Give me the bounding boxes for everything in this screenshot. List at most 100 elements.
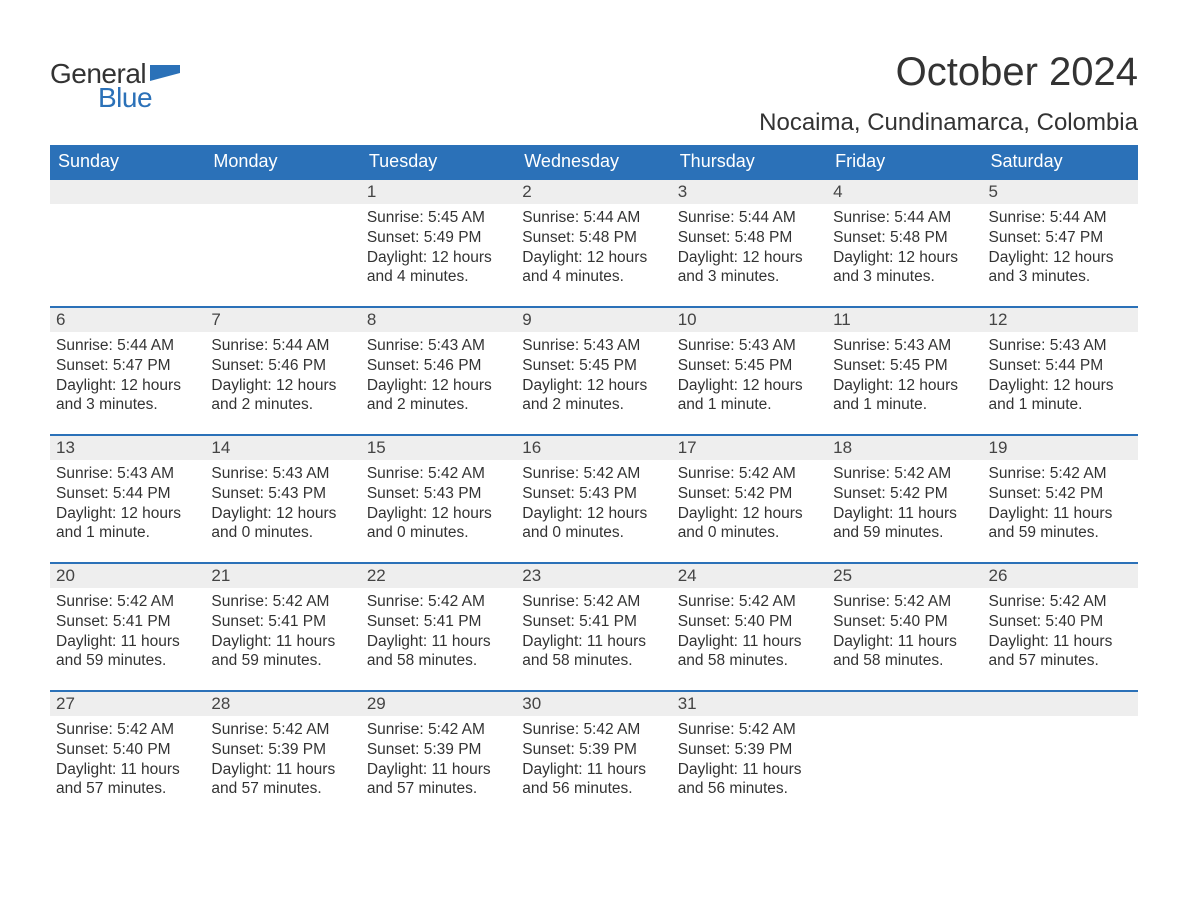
calendar-row: 13Sunrise: 5:43 AMSunset: 5:44 PMDayligh…	[50, 434, 1138, 562]
day-details: Sunrise: 5:44 AMSunset: 5:48 PMDaylight:…	[672, 204, 827, 293]
daylight: Daylight: 11 hours and 57 minutes.	[989, 632, 1132, 672]
calendar-table: SundayMondayTuesdayWednesdayThursdayFrid…	[50, 145, 1138, 818]
sunrise: Sunrise: 5:42 AM	[56, 720, 199, 740]
sunset-value: 5:48 PM	[579, 229, 637, 246]
daylight: Daylight: 11 hours and 57 minutes.	[56, 760, 199, 800]
calendar-row: 27Sunrise: 5:42 AMSunset: 5:40 PMDayligh…	[50, 690, 1138, 818]
day-number: 16	[516, 434, 671, 460]
sunset: Sunset: 5:47 PM	[989, 228, 1132, 248]
calendar-cell: 23Sunrise: 5:42 AMSunset: 5:41 PMDayligh…	[516, 562, 671, 690]
day-details: Sunrise: 5:42 AMSunset: 5:43 PMDaylight:…	[516, 460, 671, 549]
daylight: Daylight: 11 hours and 56 minutes.	[678, 760, 821, 800]
daylight: Daylight: 11 hours and 57 minutes.	[211, 760, 354, 800]
sunset-value: 5:48 PM	[735, 229, 793, 246]
sunset-value: 5:41 PM	[113, 613, 171, 630]
sunrise-label: Sunrise:	[367, 593, 428, 610]
sunset-value: 5:48 PM	[890, 229, 948, 246]
calendar-row: 6Sunrise: 5:44 AMSunset: 5:47 PMDaylight…	[50, 306, 1138, 434]
sunrise-label: Sunrise:	[678, 465, 739, 482]
sunrise-label: Sunrise:	[522, 593, 583, 610]
sunrise: Sunrise: 5:42 AM	[833, 464, 976, 484]
sunrise: Sunrise: 5:43 AM	[989, 336, 1132, 356]
sunset-label: Sunset:	[833, 613, 890, 630]
daylight-label: Daylight:	[56, 505, 121, 522]
sunrise-label: Sunrise:	[367, 337, 428, 354]
sunset-value: 5:47 PM	[113, 357, 171, 374]
daylight-label: Daylight:	[367, 249, 432, 266]
sunrise-value: 5:42 AM	[273, 593, 330, 610]
daylight-label: Daylight:	[678, 249, 743, 266]
sunset-value: 5:41 PM	[268, 613, 326, 630]
sunset: Sunset: 5:41 PM	[367, 612, 510, 632]
sunset-value: 5:40 PM	[113, 741, 171, 758]
sunrise: Sunrise: 5:42 AM	[56, 592, 199, 612]
daylight: Daylight: 12 hours and 2 minutes.	[367, 376, 510, 416]
sunset-value: 5:46 PM	[268, 357, 326, 374]
sunrise-label: Sunrise:	[522, 721, 583, 738]
logo-text-blue: Blue	[98, 82, 152, 114]
sunrise-label: Sunrise:	[211, 337, 272, 354]
sunrise-label: Sunrise:	[989, 337, 1050, 354]
sunset: Sunset: 5:42 PM	[989, 484, 1132, 504]
sunset-value: 5:49 PM	[424, 229, 482, 246]
sunrise-value: 5:42 AM	[894, 593, 951, 610]
sunrise-label: Sunrise:	[678, 209, 739, 226]
daylight: Daylight: 12 hours and 1 minute.	[678, 376, 821, 416]
daylight-label: Daylight:	[833, 249, 898, 266]
daylight-label: Daylight:	[211, 505, 276, 522]
sunrise-label: Sunrise:	[56, 337, 117, 354]
sunrise: Sunrise: 5:42 AM	[989, 464, 1132, 484]
day-details: Sunrise: 5:42 AMSunset: 5:41 PMDaylight:…	[516, 588, 671, 677]
sunset-value: 5:39 PM	[579, 741, 637, 758]
daylight: Daylight: 11 hours and 59 minutes.	[833, 504, 976, 544]
calendar-row: 20Sunrise: 5:42 AMSunset: 5:41 PMDayligh…	[50, 562, 1138, 690]
daylight-label: Daylight:	[833, 633, 898, 650]
sunset: Sunset: 5:43 PM	[211, 484, 354, 504]
sunrise: Sunrise: 5:42 AM	[678, 592, 821, 612]
sunset-label: Sunset:	[56, 613, 113, 630]
sunset-label: Sunset:	[367, 613, 424, 630]
sunrise-value: 5:43 AM	[1050, 337, 1107, 354]
weekday-header-row: SundayMondayTuesdayWednesdayThursdayFrid…	[50, 145, 1138, 178]
sunset-label: Sunset:	[211, 741, 268, 758]
calendar-cell-empty	[50, 178, 205, 306]
weekday-header: Saturday	[983, 145, 1138, 178]
weekday-header: Tuesday	[361, 145, 516, 178]
sunrise-value: 5:42 AM	[739, 721, 796, 738]
daylight: Daylight: 12 hours and 4 minutes.	[367, 248, 510, 288]
calendar-cell: 1Sunrise: 5:45 AMSunset: 5:49 PMDaylight…	[361, 178, 516, 306]
daylight: Daylight: 12 hours and 3 minutes.	[56, 376, 199, 416]
daylight: Daylight: 12 hours and 1 minute.	[989, 376, 1132, 416]
weekday-header: Friday	[827, 145, 982, 178]
sunrise: Sunrise: 5:42 AM	[522, 720, 665, 740]
daylight: Daylight: 11 hours and 56 minutes.	[522, 760, 665, 800]
sunrise-value: 5:42 AM	[583, 721, 640, 738]
weekday-header: Thursday	[672, 145, 827, 178]
sunrise-label: Sunrise:	[56, 721, 117, 738]
day-number: 28	[205, 690, 360, 716]
day-number: 24	[672, 562, 827, 588]
daylight-label: Daylight:	[522, 377, 587, 394]
day-number: 7	[205, 306, 360, 332]
day-details: Sunrise: 5:43 AMSunset: 5:44 PMDaylight:…	[983, 332, 1138, 421]
sunset-value: 5:41 PM	[424, 613, 482, 630]
day-number: 26	[983, 562, 1138, 588]
sunset: Sunset: 5:48 PM	[678, 228, 821, 248]
sunset-label: Sunset:	[678, 357, 735, 374]
sunset: Sunset: 5:40 PM	[56, 740, 199, 760]
day-number: 6	[50, 306, 205, 332]
daylight-label: Daylight:	[678, 377, 743, 394]
day-details: Sunrise: 5:43 AMSunset: 5:45 PMDaylight:…	[827, 332, 982, 421]
calendar-cell: 24Sunrise: 5:42 AMSunset: 5:40 PMDayligh…	[672, 562, 827, 690]
daylight: Daylight: 12 hours and 1 minute.	[833, 376, 976, 416]
sunrise: Sunrise: 5:42 AM	[989, 592, 1132, 612]
daylight-label: Daylight:	[367, 633, 432, 650]
sunset-label: Sunset:	[678, 485, 735, 502]
calendar-cell: 6Sunrise: 5:44 AMSunset: 5:47 PMDaylight…	[50, 306, 205, 434]
daylight-label: Daylight:	[989, 633, 1054, 650]
sunrise-value: 5:42 AM	[428, 593, 485, 610]
sunset-label: Sunset:	[56, 357, 113, 374]
daylight-label: Daylight:	[678, 505, 743, 522]
sunset-value: 5:42 PM	[735, 485, 793, 502]
flag-icon	[150, 63, 184, 88]
